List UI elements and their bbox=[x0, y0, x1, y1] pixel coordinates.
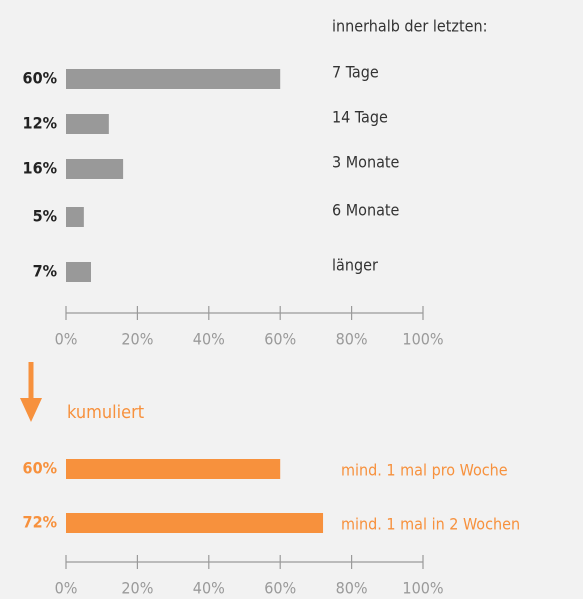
x-tick-label: 60% bbox=[264, 330, 296, 349]
x-tick-label: 80% bbox=[336, 330, 368, 349]
bar bbox=[66, 114, 109, 134]
category-label: 7 Tage bbox=[332, 63, 379, 82]
arrow-head bbox=[20, 398, 42, 422]
value-label: 60% bbox=[23, 69, 57, 88]
category-label: 6 Monate bbox=[332, 201, 400, 220]
x-tick-label: 20% bbox=[121, 579, 153, 598]
value-label: 16% bbox=[23, 159, 57, 178]
x-tick-label: 40% bbox=[193, 579, 225, 598]
x-tick-label: 100% bbox=[402, 579, 443, 598]
value-label: 12% bbox=[23, 114, 57, 133]
x-tick-label: 40% bbox=[193, 330, 225, 349]
category-label: mind. 1 mal in 2 Wochen bbox=[341, 515, 520, 534]
bar bbox=[66, 69, 281, 89]
value-label: 5% bbox=[33, 207, 57, 226]
value-label: 72% bbox=[23, 513, 57, 532]
bar bbox=[66, 459, 281, 479]
chart-subtitle: innerhalb der letzten: bbox=[332, 17, 487, 36]
category-label: länger bbox=[332, 256, 378, 275]
category-label: mind. 1 mal pro Woche bbox=[341, 461, 508, 480]
bar bbox=[66, 513, 324, 533]
bar bbox=[66, 207, 84, 227]
bar bbox=[66, 159, 124, 179]
value-label: 60% bbox=[23, 459, 57, 478]
category-label: 14 Tage bbox=[332, 108, 388, 127]
x-tick-label: 60% bbox=[264, 579, 296, 598]
category-label: 3 Monate bbox=[332, 153, 400, 172]
value-label: 7% bbox=[33, 262, 57, 281]
chart-title: kumuliert bbox=[67, 402, 144, 423]
x-tick-label: 0% bbox=[55, 330, 78, 349]
x-tick-label: 20% bbox=[121, 330, 153, 349]
x-tick-label: 100% bbox=[402, 330, 443, 349]
bar bbox=[66, 262, 91, 282]
x-tick-label: 0% bbox=[55, 579, 78, 598]
x-tick-label: 80% bbox=[336, 579, 368, 598]
